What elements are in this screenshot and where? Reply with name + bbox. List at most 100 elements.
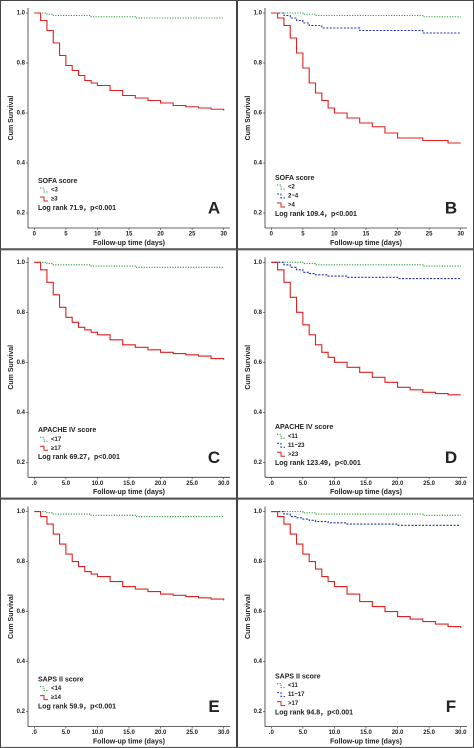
x-tick-label: 0 <box>33 232 37 238</box>
legend-label: ≥3 <box>51 197 58 203</box>
legend-swatch <box>277 451 285 457</box>
y-tick-label: 0.6 <box>254 360 263 366</box>
y-tick-label: 0.6 <box>17 360 26 366</box>
survival-curve <box>271 261 461 396</box>
panel-label: F <box>446 697 456 716</box>
x-tick-label: 10.0 <box>92 481 104 487</box>
y-tick-label: 1.0 <box>254 509 263 515</box>
legend-label: 11~17 <box>288 692 305 698</box>
panel: 0.2 0.4 0.6 0.8 1.0 .0 5.0 10.0 15.0 20.0 25.0 30.0… <box>237 498 474 748</box>
panel-label: C <box>208 448 220 467</box>
legend-swatch <box>40 695 48 701</box>
x-tick-label: 15 <box>126 232 133 238</box>
legend-label: ≥17 <box>51 446 62 452</box>
legend-title: SAPS II score <box>38 676 84 683</box>
x-tick-label: 10 <box>331 232 338 238</box>
x-tick-label: 5.0 <box>299 730 308 736</box>
x-tick-label: 5.0 <box>299 481 308 487</box>
x-tick-label: 30.0 <box>455 481 467 487</box>
y-tick-label: 0.8 <box>254 559 263 565</box>
x-axis-label: Follow-up time (days) <box>93 489 165 496</box>
x-tick-label: 15.0 <box>123 730 135 736</box>
y-tick-label: 0.6 <box>254 609 263 615</box>
x-tick-label: 20.0 <box>392 730 404 736</box>
survival-curve <box>34 261 224 268</box>
legend-swatch <box>277 184 285 190</box>
y-tick-label: 0.2 <box>17 460 26 466</box>
y-axis-label: Cum Survival <box>245 96 252 141</box>
survival-curve <box>34 511 225 601</box>
x-tick-label: 25.0 <box>423 730 435 736</box>
legend-swatch <box>277 202 285 208</box>
legend-label: <17 <box>51 437 62 443</box>
y-tick-label: 0.4 <box>17 161 26 167</box>
y-axis-label: Cum Survival <box>245 594 252 639</box>
x-tick-label: 20.0 <box>155 730 167 736</box>
legend-label: <11 <box>288 434 299 440</box>
panel-border <box>0 0 237 250</box>
x-axis-label: Follow-up time (days) <box>330 738 402 745</box>
x-tick-label: 0 <box>270 232 274 238</box>
survival-curve <box>271 511 462 628</box>
survival-curve <box>271 12 461 144</box>
survival-curve <box>271 261 461 267</box>
x-tick-label: 15.0 <box>360 481 372 487</box>
legend-swatch <box>277 683 285 689</box>
y-tick-label: 1.0 <box>254 260 263 266</box>
panel: 0.2 0.4 0.6 0.8 1.0 .0 5.0 10.0 15.0 20.0 25.0 30.0… <box>0 498 237 748</box>
legend-title: SOFA score <box>275 175 315 182</box>
legend-swatch <box>277 433 285 439</box>
legend-swatch <box>277 692 285 698</box>
survival-curve <box>271 12 461 18</box>
x-tick-label: 5 <box>301 232 305 238</box>
x-tick-label: .0 <box>269 730 275 736</box>
x-tick-label: 10.0 <box>92 730 104 736</box>
x-tick-label: 25 <box>426 232 433 238</box>
panel-label: E <box>208 697 219 716</box>
legend-label: 2~4 <box>288 194 299 200</box>
x-tick-label: 30.0 <box>218 730 230 736</box>
y-tick-label: 0.2 <box>17 211 26 217</box>
y-axis-label: Cum Survival <box>245 345 252 390</box>
x-tick-label: 20.0 <box>155 481 167 487</box>
y-tick-label: 0.4 <box>254 659 263 665</box>
panel-label: B <box>445 198 457 217</box>
x-tick-label: 25.0 <box>186 481 198 487</box>
legend-swatch <box>40 686 48 692</box>
x-tick-label: 30 <box>457 232 464 238</box>
y-tick-label: 1.0 <box>17 260 26 266</box>
panel-label: A <box>208 198 220 217</box>
legend-label: >17 <box>288 701 299 707</box>
survival-curve <box>34 12 225 111</box>
legend-label: >23 <box>288 452 299 458</box>
annotation: Log rank 109.4，p<0.001 <box>275 211 357 218</box>
x-axis-label: Follow-up time (days) <box>330 240 402 247</box>
survival-curve <box>271 511 461 526</box>
y-tick-label: 0.6 <box>254 111 263 117</box>
panel: 0.2 0.4 0.6 0.8 1.0 0 5 10 15 20 25 30 Follow-up tim… <box>0 0 237 250</box>
y-tick-label: 0.8 <box>17 559 26 565</box>
y-tick-label: 1.0 <box>254 11 263 17</box>
x-axis-label: Follow-up time (days) <box>93 240 165 247</box>
panel: 0.2 0.4 0.6 0.8 1.0 .0 5.0 10.0 15.0 20.0 25.0 30.0… <box>0 249 237 499</box>
x-tick-label: 25 <box>189 232 196 238</box>
x-tick-label: .0 <box>32 481 38 487</box>
legend-label: <11 <box>288 683 299 689</box>
x-tick-label: 20.0 <box>392 481 404 487</box>
panel: 0.2 0.4 0.6 0.8 1.0 0 5 10 15 20 25 30 Follow-up tim… <box>237 0 474 250</box>
x-tick-label: 20 <box>394 232 401 238</box>
legend-label: ≥14 <box>51 695 62 701</box>
x-tick-label: 10.0 <box>329 730 341 736</box>
legend-title: APACHE IV score <box>38 427 96 434</box>
y-axis-label: Cum Survival <box>8 594 15 639</box>
survival-curve <box>271 511 461 516</box>
legend-swatch <box>40 445 48 451</box>
panel-label: D <box>445 448 457 467</box>
x-tick-label: 15.0 <box>123 481 135 487</box>
panel-border <box>0 498 237 748</box>
x-tick-label: 5.0 <box>62 481 71 487</box>
legend-label: <2 <box>288 185 296 191</box>
x-tick-label: 30.0 <box>218 481 230 487</box>
